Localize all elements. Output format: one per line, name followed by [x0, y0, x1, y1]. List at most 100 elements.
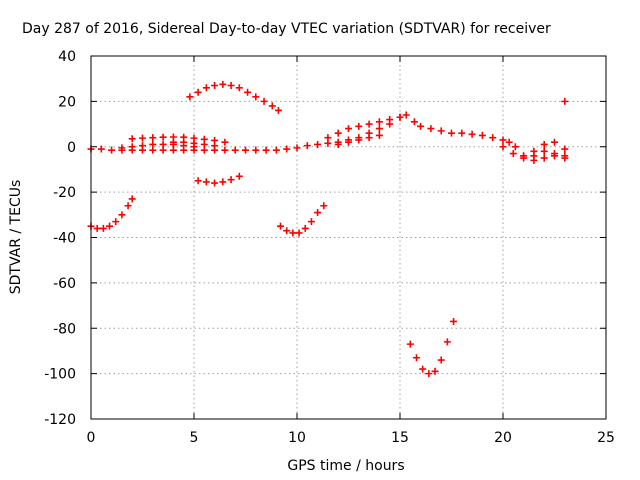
- data-point: [106, 222, 114, 230]
- data-point: [186, 93, 194, 101]
- data-point: [194, 88, 202, 96]
- y-tick-label: -60: [53, 276, 76, 292]
- y-tick-label: -40: [53, 231, 76, 247]
- data-point: [509, 150, 517, 158]
- data-point: [194, 177, 202, 185]
- data-point: [505, 138, 513, 146]
- data-point: [314, 140, 322, 148]
- y-tick-label: -100: [44, 367, 76, 383]
- data-point: [149, 140, 157, 148]
- data-point: [365, 134, 373, 142]
- data-point: [268, 102, 276, 110]
- data-point: [355, 122, 363, 130]
- data-point: [149, 134, 157, 142]
- x-axis-label: GPS time / hours: [287, 458, 404, 474]
- data-point: [540, 154, 548, 162]
- data-point: [242, 146, 249, 154]
- data-point: [262, 146, 270, 154]
- data-point: [274, 106, 282, 114]
- data-point: [419, 365, 427, 373]
- data-point: [540, 147, 548, 155]
- y-tick-label: -120: [44, 412, 76, 428]
- plot-frame: [90, 55, 607, 420]
- data-point: [320, 202, 328, 210]
- data-points: [87, 80, 569, 378]
- data-point: [99, 224, 107, 232]
- data-point: [406, 340, 414, 348]
- data-point: [200, 140, 208, 148]
- data-point: [386, 116, 394, 124]
- data-point: [97, 145, 105, 153]
- data-point: [375, 125, 383, 133]
- data-point: [252, 93, 260, 101]
- data-point: [112, 218, 120, 226]
- data-point: [272, 146, 280, 154]
- data-point: [221, 138, 229, 146]
- data-point: [227, 81, 235, 89]
- data-point: [551, 138, 558, 146]
- data-point: [410, 118, 418, 126]
- data-point: [365, 120, 373, 128]
- data-point: [221, 146, 229, 154]
- data-point: [219, 178, 227, 186]
- data-point: [295, 229, 303, 237]
- grid-lines: [91, 56, 606, 419]
- x-tick-label: 20: [494, 430, 512, 446]
- x-tick-label: 10: [288, 430, 306, 446]
- data-point: [283, 145, 291, 153]
- data-point: [211, 81, 219, 89]
- data-point: [334, 140, 342, 148]
- data-point: [551, 150, 558, 158]
- data-point: [448, 129, 455, 137]
- data-point: [108, 146, 116, 154]
- data-point: [561, 97, 569, 105]
- data-point: [427, 125, 435, 133]
- data-point: [324, 134, 332, 142]
- data-point: [540, 140, 548, 148]
- x-tick-label: 15: [391, 430, 409, 446]
- data-point: [530, 147, 538, 155]
- data-point: [139, 134, 146, 142]
- data-point: [227, 176, 235, 184]
- x-tick-label: 25: [597, 430, 615, 446]
- y-tick-label: 20: [58, 94, 76, 110]
- data-point: [412, 354, 420, 362]
- data-point: [499, 143, 507, 151]
- data-point: [235, 84, 243, 92]
- data-point: [202, 178, 210, 186]
- data-point: [118, 144, 126, 152]
- data-point: [417, 122, 425, 130]
- chart-title: Day 287 of 2016, Sidereal Day-to-day VTE…: [22, 21, 551, 37]
- x-tick-label: 5: [190, 430, 199, 446]
- axis-ticks: 0 5 10 15 20 25 40 20 0 -20 -40 -60 -80 -100 -120: [44, 49, 615, 446]
- data-point: [375, 131, 383, 139]
- data-point: [458, 129, 466, 137]
- data-point: [289, 229, 297, 237]
- y-tick-label: -20: [53, 185, 76, 201]
- data-point: [93, 224, 101, 232]
- data-point: [211, 179, 219, 187]
- y-tick-label: 40: [58, 49, 76, 65]
- data-point: [499, 136, 507, 144]
- data-point: [307, 218, 315, 226]
- data-point: [202, 84, 210, 92]
- data-point: [520, 152, 528, 160]
- data-point: [190, 139, 198, 147]
- data-point: [293, 144, 301, 152]
- data-point: [124, 202, 132, 210]
- data-point: [128, 195, 136, 203]
- data-point: [334, 129, 342, 137]
- data-point: [159, 140, 167, 148]
- data-point: [561, 154, 569, 162]
- y-axis-label: SDTVAR / TECUs: [8, 180, 24, 295]
- data-point: [180, 138, 188, 146]
- data-point: [443, 338, 451, 346]
- data-point: [128, 143, 136, 151]
- y-tick-label: 0: [67, 140, 76, 156]
- data-point: [235, 172, 243, 180]
- data-point: [511, 143, 519, 151]
- data-point: [437, 356, 445, 364]
- data-point: [260, 97, 268, 105]
- y-tick-label: -80: [53, 321, 76, 337]
